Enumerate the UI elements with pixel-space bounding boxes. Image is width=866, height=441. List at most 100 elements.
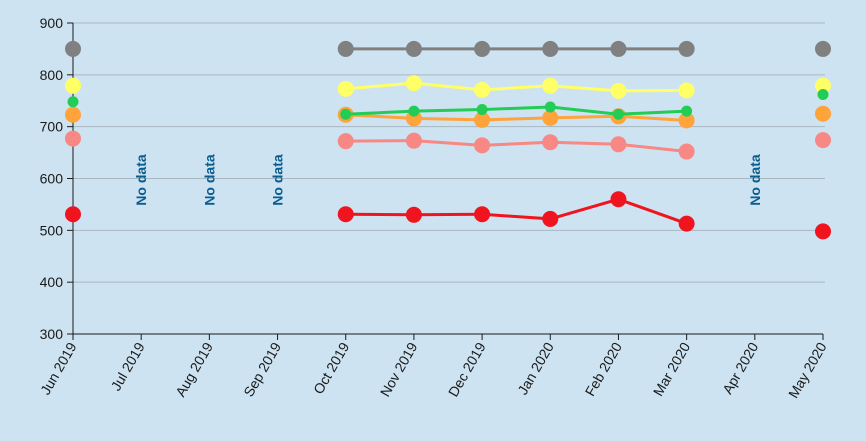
series-line-segment xyxy=(412,212,484,217)
x-tick-label: Apr 2020 xyxy=(719,339,761,396)
series-line-segment xyxy=(412,139,484,147)
data-point xyxy=(815,223,831,240)
no-data-label: No data xyxy=(133,154,149,206)
series-line-segment xyxy=(480,84,552,92)
x-tick-label: Sep 2019 xyxy=(240,339,284,399)
x-tick-label: Dec 2019 xyxy=(445,339,489,399)
series-line-segment xyxy=(616,88,689,93)
data-point xyxy=(542,210,559,227)
data-point xyxy=(405,132,422,149)
x-tick-label: Feb 2020 xyxy=(582,339,626,398)
series-line-segment xyxy=(548,105,620,116)
y-tick-label: 700 xyxy=(40,119,64,135)
data-point xyxy=(408,105,420,117)
series-line-segment xyxy=(548,140,620,146)
y-tick-label: 500 xyxy=(40,222,64,238)
no-data-label: No data xyxy=(747,154,763,206)
data-point xyxy=(65,106,81,123)
series-line-segment xyxy=(616,197,689,226)
series-line-segment xyxy=(344,113,416,120)
data-point xyxy=(815,40,831,57)
series-line-segment xyxy=(344,109,416,116)
series-line-segment xyxy=(548,84,620,93)
data-point xyxy=(65,40,81,57)
data-point xyxy=(815,77,831,94)
axes: 300 400 500 600 700 800 900 Jun 2019 Jul 2019 Aug… xyxy=(37,15,830,401)
data-point xyxy=(337,133,354,150)
data-point xyxy=(474,137,491,154)
data-point xyxy=(476,104,488,116)
data-point xyxy=(65,77,81,94)
x-tick-label: Jul 2019 xyxy=(107,339,147,393)
x-tick-label: Jun 2019 xyxy=(37,339,80,397)
data-point xyxy=(544,101,556,113)
series-line-segment xyxy=(412,108,484,113)
y-tick-label: 800 xyxy=(40,67,64,83)
data-point xyxy=(815,132,831,149)
series-line-segment xyxy=(480,140,552,147)
data-point xyxy=(678,143,695,160)
no-data-label: No data xyxy=(201,154,217,206)
x-tick-label: Mar 2020 xyxy=(650,339,694,398)
series-line-segment xyxy=(344,139,416,143)
x-tick-label: Oct 2019 xyxy=(310,339,352,396)
y-tick-label: 400 xyxy=(40,274,64,290)
data-point xyxy=(612,108,624,120)
no-data-labels: No data No data No data No data xyxy=(133,154,763,206)
data-point xyxy=(815,105,831,122)
series-line-segment xyxy=(548,114,620,120)
data-point xyxy=(678,82,695,99)
series-line-segment xyxy=(548,197,620,221)
x-tick-label: Jan 2020 xyxy=(514,339,557,397)
series-line-segment xyxy=(480,116,552,122)
data-point xyxy=(65,206,81,223)
data-point xyxy=(65,130,81,147)
series-line-segment xyxy=(480,212,552,221)
data-point xyxy=(678,40,695,57)
data-point xyxy=(474,206,491,223)
x-tick-label: May 2020 xyxy=(785,339,830,400)
data-point xyxy=(337,40,354,57)
data-point xyxy=(542,109,559,126)
series-line-segment xyxy=(344,212,416,217)
data-point xyxy=(405,40,422,57)
series-line-segment xyxy=(616,109,689,116)
data-point xyxy=(474,111,491,128)
series-3 xyxy=(67,89,829,120)
data-point xyxy=(542,77,559,94)
series-line-segment xyxy=(344,81,416,91)
data-point xyxy=(610,82,627,99)
data-point xyxy=(474,81,491,98)
no-data-label: No data xyxy=(270,154,286,206)
series-line-segment xyxy=(480,105,552,112)
data-point xyxy=(817,89,829,101)
y-tick-label: 600 xyxy=(40,171,64,187)
data-point xyxy=(678,112,695,129)
data-point xyxy=(337,206,354,223)
series-0 xyxy=(65,40,831,57)
data-point xyxy=(542,40,559,57)
data-point xyxy=(474,40,491,57)
series-line-segment xyxy=(616,114,689,122)
y-tick-label: 900 xyxy=(40,15,64,31)
gridlines xyxy=(73,22,825,283)
data-point xyxy=(542,134,559,151)
data-point xyxy=(405,206,422,223)
series-line-segment xyxy=(412,116,484,122)
data-point xyxy=(610,136,627,153)
series-5 xyxy=(65,191,831,240)
series-line-segment xyxy=(616,142,689,154)
x-tick-label: Aug 2019 xyxy=(172,339,216,399)
data-point xyxy=(610,191,627,208)
x-tick-label: Nov 2019 xyxy=(377,339,421,399)
series-group xyxy=(65,40,831,240)
data-point xyxy=(678,215,695,232)
series-4 xyxy=(65,130,831,160)
data-point xyxy=(610,40,627,57)
y-tick-label: 300 xyxy=(40,326,64,342)
data-point xyxy=(340,108,352,120)
data-point xyxy=(67,96,79,108)
data-point xyxy=(337,80,354,97)
